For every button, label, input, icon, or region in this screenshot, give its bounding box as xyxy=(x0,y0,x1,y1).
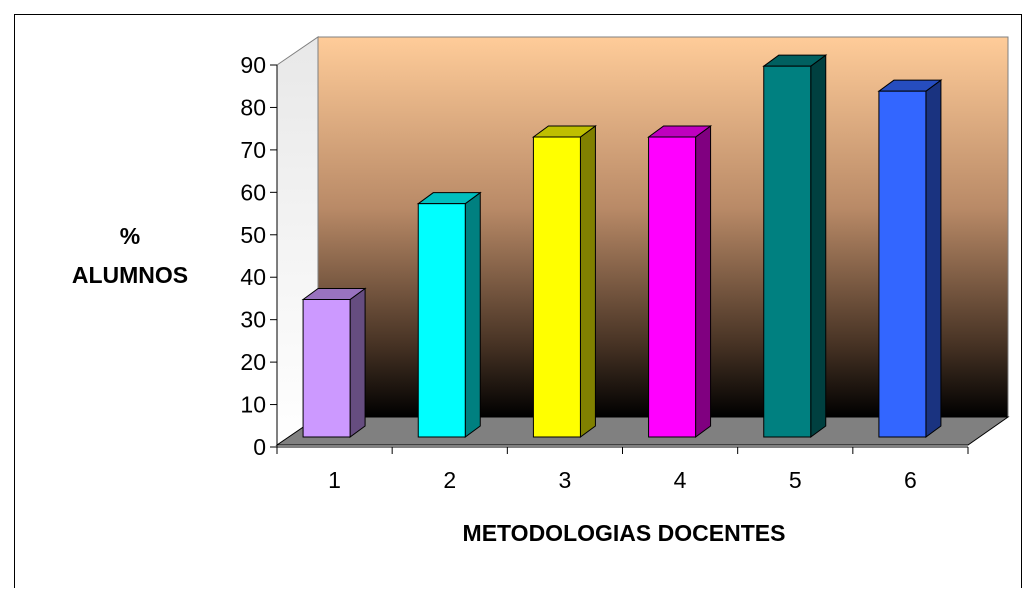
y-tick-label: 80 xyxy=(240,94,266,120)
y-tick-label: 90 xyxy=(240,52,266,78)
y-tick-label: 30 xyxy=(240,307,266,333)
x-tick-label: 6 xyxy=(904,467,917,493)
y-ticks: 0 10 20 30 40 50 60 70 80 90 xyxy=(240,52,277,460)
bars xyxy=(301,54,943,438)
bar-front xyxy=(417,203,466,438)
bar-side xyxy=(695,125,712,438)
y-axis-title-line-2: ALUMNOS xyxy=(72,262,188,288)
bar-side xyxy=(925,79,942,438)
bar-front xyxy=(763,65,812,438)
y-tick-label: 70 xyxy=(240,137,266,163)
bar-side xyxy=(579,125,596,438)
x-ticks: 1 2 3 4 5 6 xyxy=(276,447,969,493)
bar xyxy=(416,191,482,438)
y-axis-title-line-1: % xyxy=(120,223,140,249)
bar xyxy=(301,287,367,438)
bar xyxy=(647,125,713,438)
bar xyxy=(531,125,597,438)
bar-front xyxy=(532,136,581,438)
bar-side xyxy=(464,191,481,438)
y-tick-label: 40 xyxy=(240,264,266,290)
y-tick-label: 20 xyxy=(240,349,266,375)
bar xyxy=(762,54,828,438)
y-tick-label: 50 xyxy=(240,222,266,248)
x-tick-label: 3 xyxy=(559,467,572,493)
x-tick-label: 4 xyxy=(674,467,687,493)
bar xyxy=(877,79,943,438)
bar-front xyxy=(648,136,697,438)
x-tick-label: 5 xyxy=(789,467,802,493)
x-axis-title: METODOLOGIAS DOCENTES xyxy=(463,520,786,546)
x-tick-label: 2 xyxy=(443,467,456,493)
bar-front xyxy=(878,90,927,438)
y-tick-label: 60 xyxy=(240,179,266,205)
bar-front xyxy=(302,299,351,438)
bar-side xyxy=(810,54,827,438)
y-tick-label: 0 xyxy=(253,434,266,460)
y-tick-label: 10 xyxy=(240,392,266,418)
x-tick-label: 1 xyxy=(328,467,341,493)
chart-frame xyxy=(14,14,1022,588)
bar-side xyxy=(349,287,366,438)
